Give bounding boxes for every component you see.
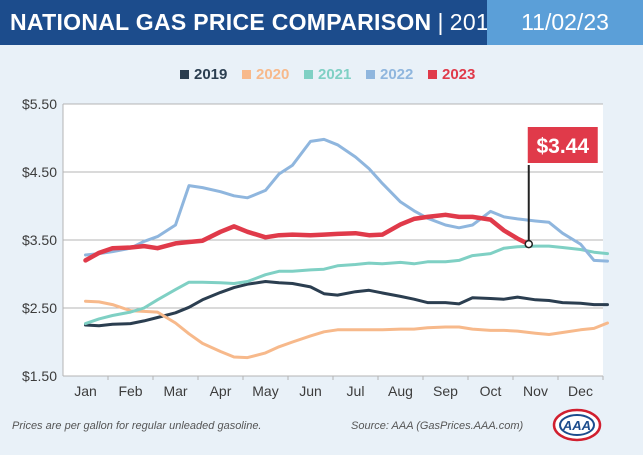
y-tick-label: $1.50 [22,368,57,384]
callout-marker [524,239,533,249]
y-tick-label: $5.50 [22,96,57,112]
legend-label-2022: 2022 [380,66,413,83]
legend-label-2021: 2021 [318,66,351,83]
x-tick-label: Mar [163,383,187,399]
callout-label: $3.44 [536,135,589,158]
legend-swatch-2023 [428,70,437,79]
y-tick-label: $2.50 [22,300,57,316]
x-tick-label: Aug [388,383,413,399]
aaa-logo-inner [559,414,595,436]
legend: 2019 2020 2021 2022 2023 [180,66,475,83]
y-tick-label: $3.50 [22,232,57,248]
footnote: Prices are per gallon for regular unlead… [12,420,262,432]
series-line-2023 [83,212,532,263]
x-tick-label: Apr [210,383,232,399]
legend-swatch-2022 [366,70,375,79]
report-date: 11/02/23 [521,9,609,35]
x-tick-label: Dec [568,383,593,399]
series-layer [83,137,609,360]
title-separator: | [437,9,444,35]
date-box: 11/02/23 [487,0,643,45]
legend-label-2020: 2020 [256,66,289,83]
axis-layer: $1.50 $2.50 $3.50 $4.50 $5.50 Jan Feb Mar Apr May… [22,96,604,399]
x-tick-label: Jan [74,383,97,399]
aaa-logo-text: AAA [562,418,591,433]
x-tick-label: May [252,383,278,399]
series-line-2019 [84,280,609,328]
y-tick-label: $4.50 [22,164,57,180]
aaa-logo: AAA [552,408,602,442]
legend-label-2019: 2019 [194,66,227,83]
callout-box [525,125,600,165]
x-tick-label: Oct [480,383,502,399]
legend-swatch-2020 [242,70,251,79]
legend-label-2023: 2023 [442,66,475,83]
x-tick-label: Nov [523,383,548,399]
price-callout: $3.44 [524,125,600,249]
header-bar: NATIONAL GAS PRICE COMPARISON|2019-2023 … [0,0,643,45]
legend-swatch-2019 [180,70,189,79]
title-box: NATIONAL GAS PRICE COMPARISON|2019-2023 [0,0,562,45]
source-note: Source: AAA (GasPrices.AAA.com) [351,420,524,432]
x-tick-label: Sep [433,383,458,399]
series-line-2021 [84,244,609,326]
series-line-2020 [84,299,609,360]
series-line-2022 [84,137,609,263]
x-tick-label: Feb [118,383,142,399]
title-main: NATIONAL GAS PRICE COMPARISON [10,9,432,35]
x-tick-label: Jun [299,383,322,399]
legend-swatch-2021 [304,70,313,79]
x-tick-label: Jul [347,383,365,399]
